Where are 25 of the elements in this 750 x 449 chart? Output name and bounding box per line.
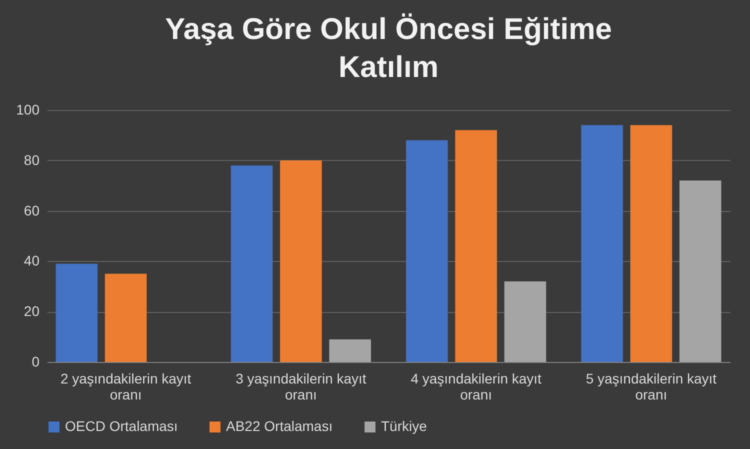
- y-tick-label: 20: [24, 303, 40, 320]
- chart-title: Yaşa Göre Okul Öncesi Eğitime Katılım: [165, 13, 612, 84]
- bar: [280, 160, 322, 362]
- legend-label: OECD Ortalaması: [65, 418, 178, 434]
- y-tick-label: 80: [24, 152, 40, 168]
- bar: [630, 125, 672, 362]
- bar: [329, 339, 371, 362]
- bar: [455, 130, 497, 362]
- y-tick-label: 60: [24, 202, 40, 218]
- bar: [56, 264, 98, 362]
- bar: [406, 140, 448, 362]
- bar: [581, 125, 623, 362]
- bar: [504, 281, 546, 362]
- bar: [679, 180, 722, 362]
- bar: [230, 165, 273, 362]
- x-tick-label: 3 yaşındakilerin kayıt oranı: [236, 370, 366, 402]
- x-tick-label: 5 yaşındakilerin kayıt oranı: [586, 370, 717, 402]
- y-tick-label: 40: [24, 252, 40, 269]
- y-tick-label: 100: [16, 102, 40, 118]
- x-tick-label: 4 yaşındakilerin kayıt oranı: [410, 370, 542, 402]
- y-tick-label: 0: [32, 354, 40, 370]
- bar: [104, 274, 147, 362]
- legend-label: AB22 Ortalaması: [226, 418, 333, 434]
- x-tick-label: 2 yaşındakilerin kayıt oranı: [60, 370, 192, 402]
- legend-label: Türkiye: [381, 418, 428, 434]
